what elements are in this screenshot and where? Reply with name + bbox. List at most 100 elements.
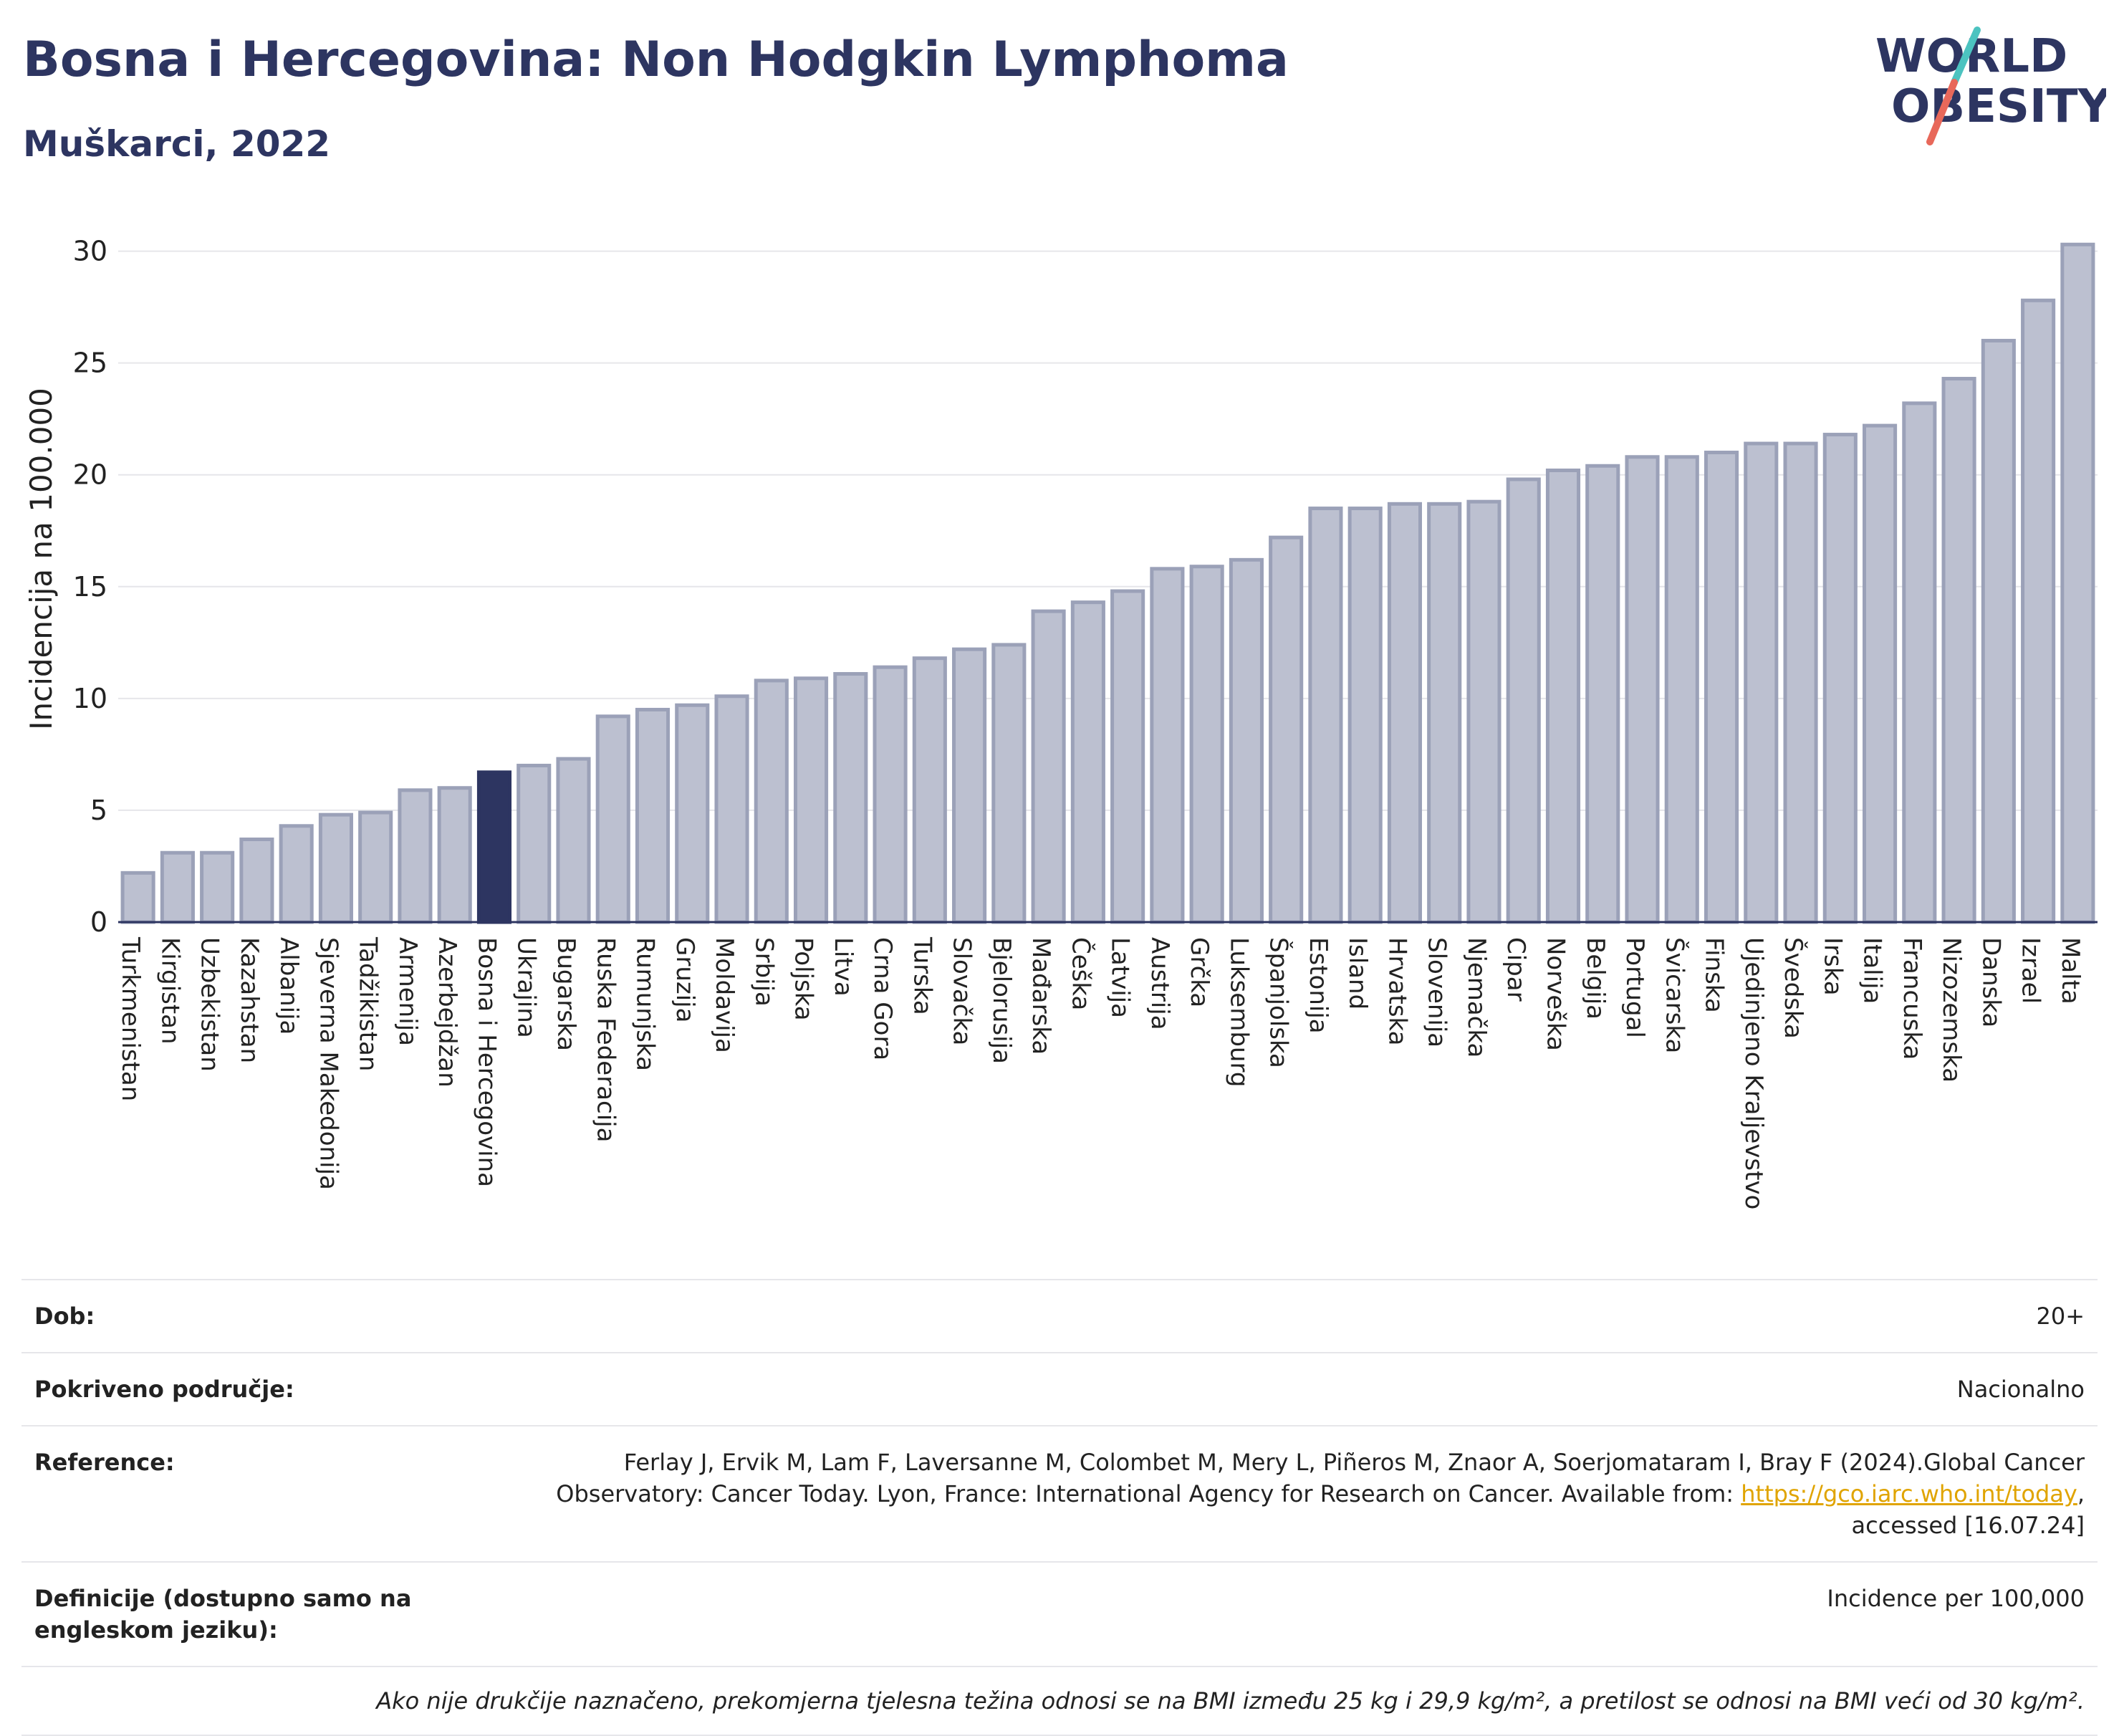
- bar: [1150, 567, 1185, 924]
- bar: [120, 871, 155, 924]
- x-tick-label: Irska: [1818, 937, 1847, 996]
- bar-chart: 0 5 10 15 20 25 30 Turkmenistan Kirgistan Uzbeki…: [24, 236, 2098, 1209]
- x-tick-label: Malta: [2056, 937, 2085, 1004]
- bar: [1625, 455, 1660, 924]
- info-table: Dob: 20+ Pokriveno područje: Nacionalno …: [21, 1279, 2098, 1736]
- x-tick-label: Rumunjska: [631, 937, 660, 1071]
- x-tick-label: Island: [1343, 937, 1372, 1010]
- bar: [675, 703, 710, 924]
- bar: [952, 647, 987, 924]
- world-obesity-logo: WORLD OBESITY: [1875, 27, 2106, 145]
- bar: [1545, 468, 1581, 924]
- x-tick-label: Bugarska: [552, 937, 580, 1051]
- x-tick-label: Bosna i Hercegovina: [472, 937, 501, 1187]
- bar: [1347, 507, 1383, 924]
- coverage-label: Pokriveno područje:: [34, 1376, 294, 1403]
- x-tick-label: Mađarska: [1027, 937, 1055, 1055]
- bar: [1744, 441, 1779, 924]
- x-tick-label: Latvija: [1106, 937, 1135, 1018]
- x-tick-label: Litva: [829, 937, 857, 997]
- x-tick-label: Nizozemska: [1937, 937, 1966, 1083]
- x-tick-label: Kirgistan: [155, 937, 184, 1045]
- x-tick-label: Ruska Federacija: [591, 937, 620, 1142]
- bar: [358, 810, 393, 924]
- bar: [991, 643, 1027, 924]
- age-value: 20+: [2036, 1303, 2085, 1330]
- bar: [160, 850, 195, 924]
- bar: [1229, 557, 1264, 924]
- x-tick-label: Kazahstan: [235, 937, 264, 1063]
- bar: [1981, 338, 2016, 924]
- x-tick-label: Švedska: [1779, 937, 1808, 1039]
- bar: [912, 656, 947, 924]
- x-tick-label: Grčka: [1185, 937, 1214, 1007]
- x-tick-label: Armenija: [393, 937, 422, 1046]
- definitions-label: Definicije (dostupno samo na engleskom j…: [34, 1585, 412, 1644]
- y-tick-label: 15: [73, 571, 107, 603]
- y-tick-label: 10: [73, 683, 107, 714]
- reference-text-1: Ferlay J, Ervik M, Lam F, Laversanne M, …: [623, 1449, 2085, 1476]
- x-tick-label: Danska: [1976, 937, 2005, 1027]
- x-tick-label: Tadžikistan: [354, 936, 383, 1071]
- bar: [1189, 565, 1224, 924]
- reference-text-4: accessed [16.07.24]: [1851, 1512, 2085, 1539]
- reference-value: Ferlay J, Ervik M, Lam F, Laversanne M, …: [550, 1447, 2085, 1541]
- bar: [556, 757, 591, 924]
- x-tick-label: Turska: [908, 936, 936, 1015]
- y-tick-label: 30: [73, 236, 107, 267]
- bar: [1863, 423, 1898, 924]
- bar: [714, 694, 749, 924]
- reference-label: Reference:: [34, 1449, 175, 1476]
- y-tick-label: 5: [90, 795, 107, 826]
- y-tick-label: 0: [90, 906, 107, 938]
- reference-link[interactable]: https://gco.iarc.who.int/today: [1741, 1480, 2077, 1507]
- bar: [635, 707, 671, 924]
- x-tick-label: Italija: [1858, 937, 1887, 1004]
- x-tick-label: Cipar: [1501, 937, 1530, 1002]
- x-tick-label: Izrael: [2017, 937, 2045, 1004]
- bar: [754, 678, 789, 924]
- x-tick-label: Sjeverna Makedonija: [314, 937, 342, 1190]
- x-tick-label: Ukrajina: [512, 937, 541, 1038]
- bar: [1941, 377, 1976, 924]
- bar: [200, 850, 235, 924]
- bar: [437, 786, 472, 924]
- x-tick-label: Poljska: [789, 937, 818, 1021]
- reference-text-3: ,: [2077, 1480, 2085, 1507]
- bar: [1704, 451, 1739, 924]
- bar: [1031, 609, 1066, 924]
- bar: [1466, 499, 1501, 924]
- bar: [1822, 433, 1858, 924]
- y-tick-label: 20: [73, 459, 107, 491]
- x-tick-label: Švicarska: [1660, 937, 1689, 1053]
- bar: [2021, 298, 2056, 924]
- x-tick-label: Norveška: [1541, 937, 1570, 1051]
- chart-title: Bosna i Hercegovina: Non Hodgkin Lymphom…: [23, 32, 1289, 88]
- x-tick-label: Bjelorusija: [987, 937, 1016, 1064]
- x-tick-label: Uzbekistan: [196, 937, 224, 1072]
- x-tick-label: Portugal: [1620, 937, 1649, 1038]
- bar: [873, 665, 908, 924]
- age-label: Dob:: [34, 1303, 95, 1330]
- x-tick-label: Francuska: [1898, 937, 1926, 1060]
- bar: [1902, 401, 1937, 924]
- x-tick-label: Moldavija: [710, 937, 739, 1053]
- x-tick-label: Crna Gora: [868, 937, 897, 1060]
- bars: [120, 242, 2095, 924]
- x-tick-labels: Turkmenistan Kirgistan Uzbekistan Kazahstan…: [116, 936, 2085, 1209]
- x-tick-label: Srbija: [749, 937, 778, 1007]
- chart-subtitle: Muškarci, 2022: [23, 123, 331, 165]
- x-tick-label: Hrvatska: [1383, 937, 1411, 1045]
- info-row-reference: Reference: Ferlay J, Ervik M, Lam F, Lav…: [21, 1425, 2098, 1561]
- bar: [1506, 477, 1541, 924]
- bar: [398, 788, 433, 924]
- definitions-value: Incidence per 100,000: [1827, 1585, 2085, 1612]
- x-tick-label: Slovačka: [948, 937, 976, 1045]
- x-tick-label: Njemačka: [1462, 937, 1491, 1058]
- logo-word-obesity: OBESITY: [1891, 80, 2106, 133]
- bar: [1269, 535, 1304, 924]
- logo-accent-coral: [1926, 79, 1958, 145]
- bar: [516, 764, 552, 924]
- x-tick-label: Turkmenistan: [116, 936, 145, 1101]
- x-tick-label: Slovenija: [1423, 937, 1451, 1047]
